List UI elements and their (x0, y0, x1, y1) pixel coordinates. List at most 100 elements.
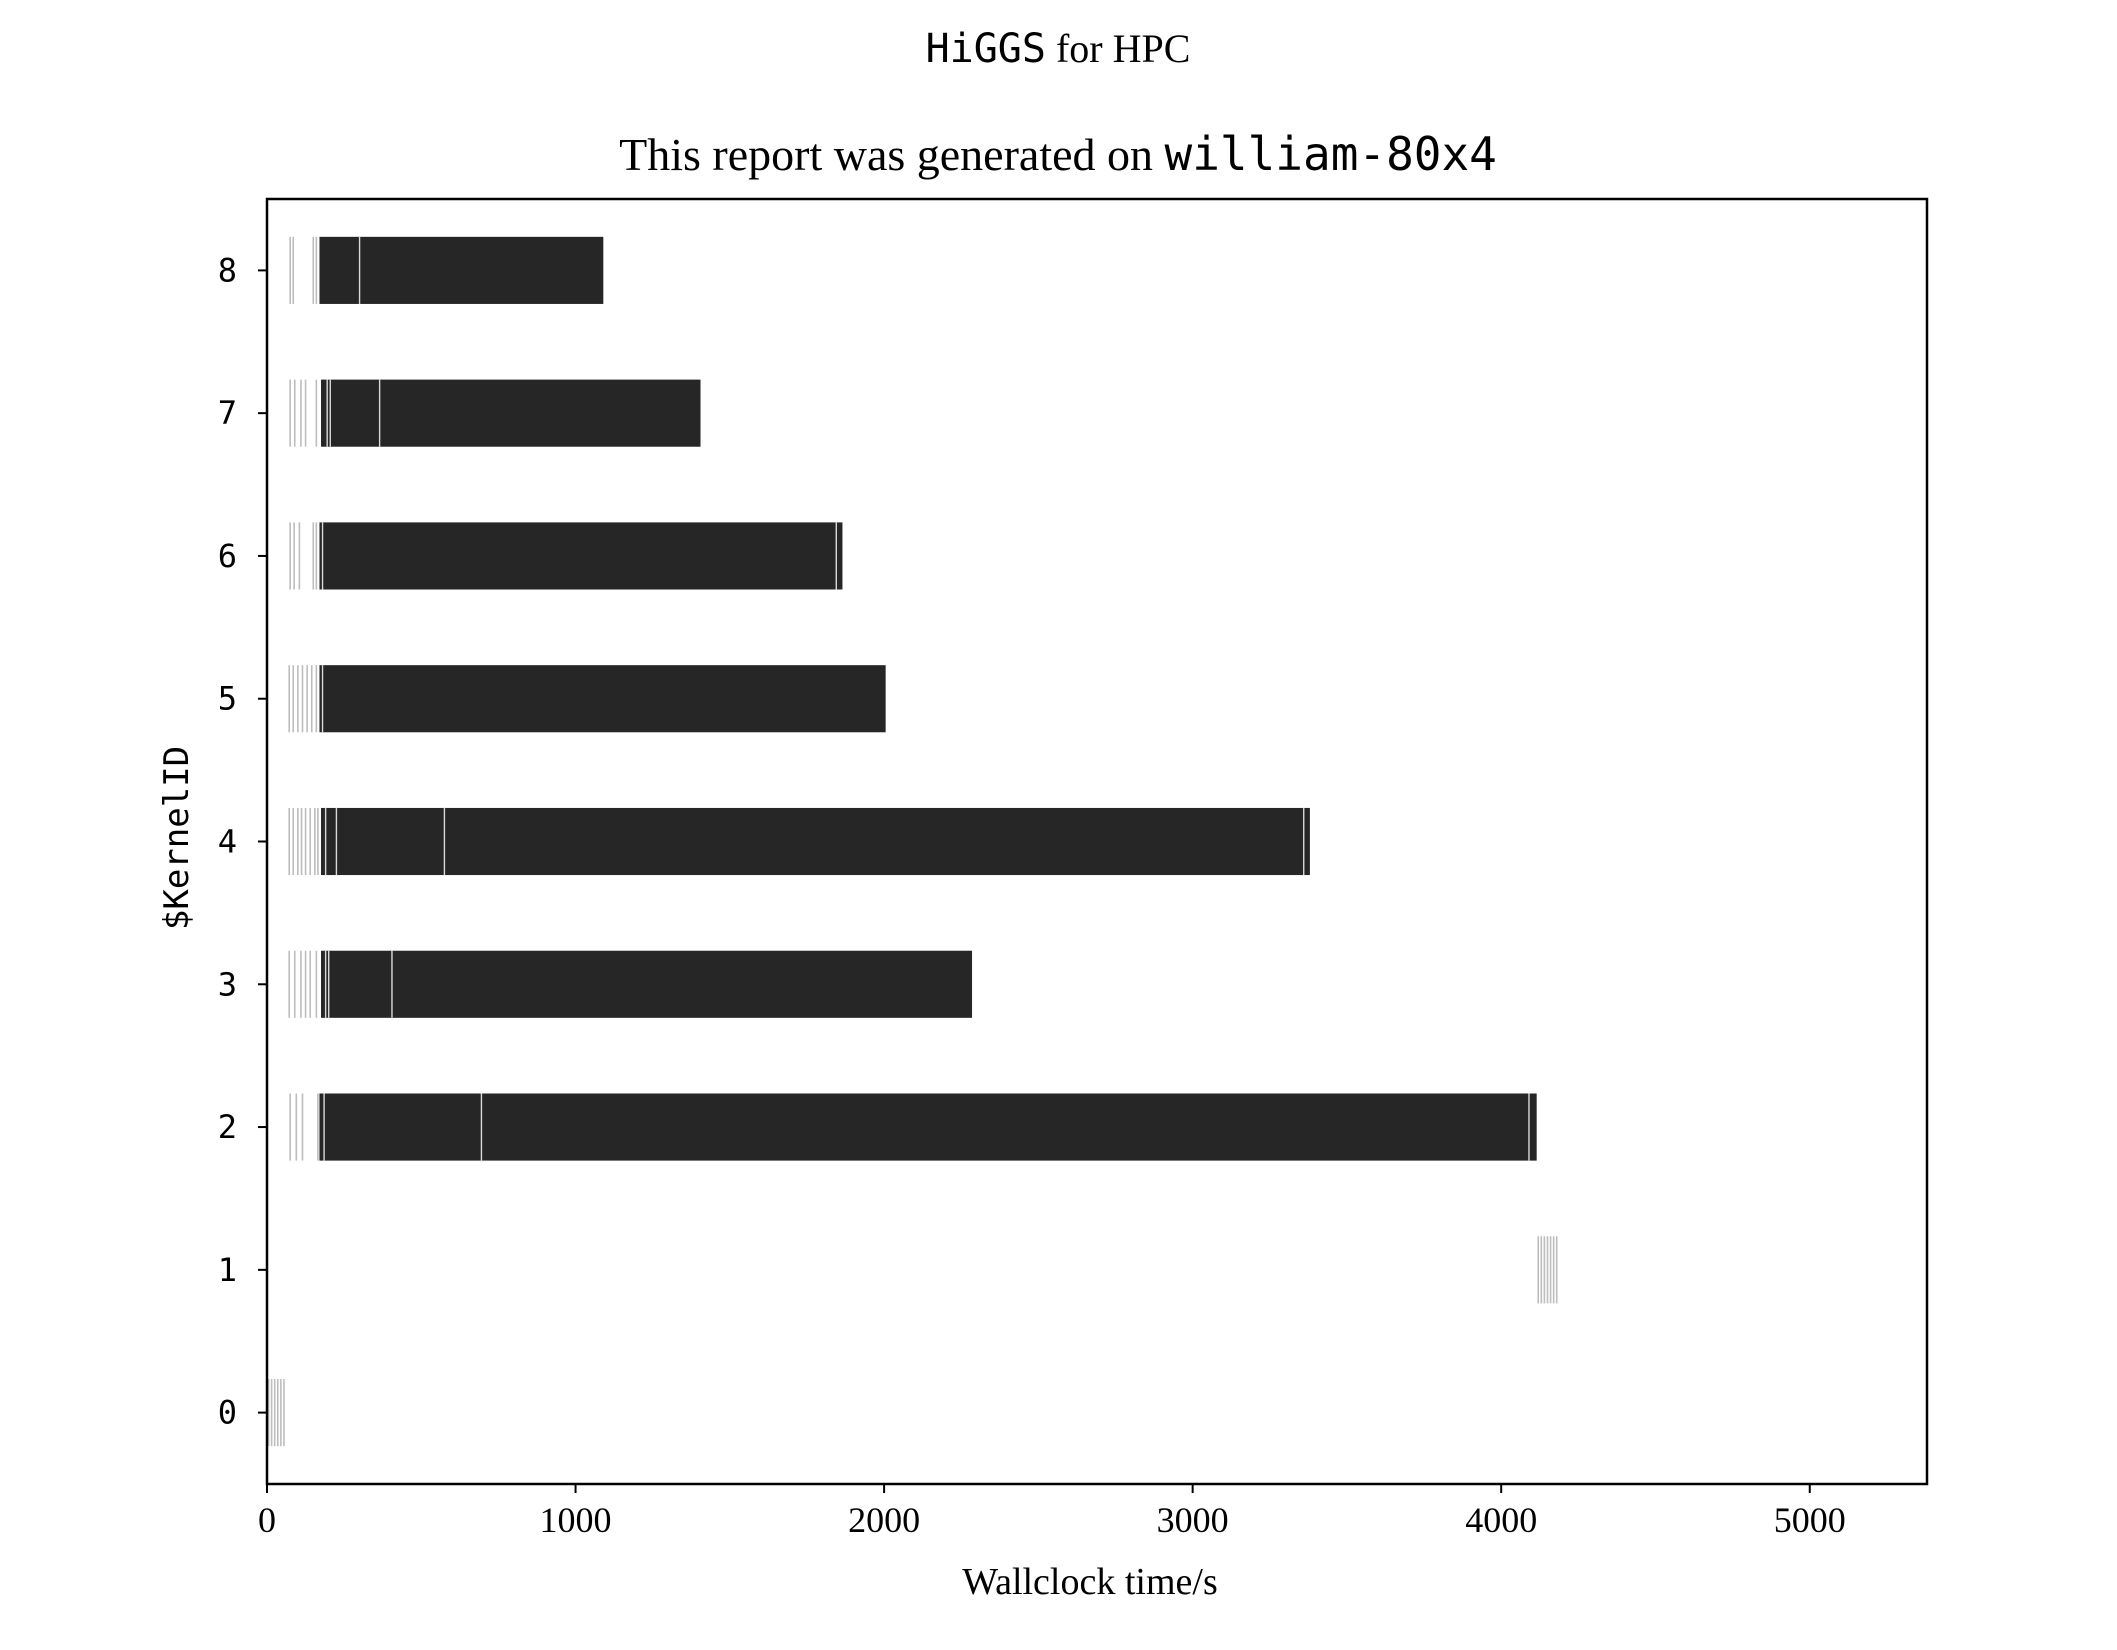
kernel-8-sliver (292, 236, 295, 304)
kernel-1-sliver (1555, 1236, 1558, 1304)
x-tick-label: 4000 (1465, 1500, 1537, 1540)
kernel-3-sliver (293, 950, 296, 1018)
kernel-7-segment-break (329, 379, 331, 447)
chart-subtitle: This report was generated on william-80x… (619, 127, 1497, 181)
x-axis: 0 1000 2000 3000 4000 5000 (258, 1484, 1846, 1540)
kernel-4-sliver (314, 807, 316, 876)
kernel-6-sliver (289, 522, 291, 590)
kernel-7-bar (320, 379, 701, 447)
y-axis-label: $KernelID (157, 746, 197, 930)
x-tick-label: 3000 (1157, 1500, 1229, 1540)
kernel-1-sliver (1540, 1236, 1543, 1304)
kernel-8-sliver (289, 236, 291, 304)
kernel-1-sliver (1552, 1236, 1555, 1304)
kernel-8-sliver (315, 236, 318, 304)
y-tick-label: 4 (218, 823, 237, 861)
kernel-5-sliver (292, 665, 295, 733)
kernel-2-sliver (295, 1093, 298, 1161)
x-tick-label: 2000 (848, 1500, 920, 1540)
y-tick-label: 2 (218, 1108, 237, 1146)
kernel-6-sliver (315, 522, 318, 590)
chart-title-text: for HPC (1046, 26, 1190, 71)
kernel-6-sliver (293, 522, 295, 590)
kernel-7-sliver (304, 379, 307, 447)
kernel-6-bar (319, 522, 843, 590)
kernel-4-segment-break (1303, 807, 1305, 876)
kernel-5-sliver (310, 665, 313, 733)
kernel-3-sliver (288, 950, 291, 1018)
kernel-4-sliver (297, 807, 299, 876)
kernel-4-sliver (317, 807, 319, 876)
x-tick-label: 1000 (540, 1500, 612, 1540)
y-axis: 0 1 2 3 4 5 6 7 8 (218, 251, 267, 1432)
kernel-3-sliver (304, 950, 307, 1018)
kernel-5-segment-break (321, 665, 324, 733)
chart-title-code: HiGGS (926, 26, 1046, 72)
kernel-5-sliver (288, 665, 291, 733)
kernel-7-segment-break (378, 379, 381, 447)
kernel-3-bar (320, 950, 973, 1018)
y-tick-label: 5 (218, 680, 237, 718)
kernel-7-sliver (300, 379, 302, 447)
kernel-2-segment-break (323, 1093, 325, 1161)
kernel-2-segment-break (480, 1093, 483, 1161)
kernel-5-bar (319, 665, 886, 733)
kernel-7-sliver (293, 379, 296, 447)
kernel-4-bar (320, 807, 1310, 876)
kernel-4-segment-break (324, 807, 327, 876)
kernel-6-sliver (312, 522, 315, 590)
y-tick-label: 0 (218, 1394, 237, 1432)
kernel-0-sliver (283, 1379, 285, 1447)
kernel-5-sliver (297, 665, 299, 733)
kernel-5-sliver (306, 665, 308, 733)
y-tick-label: 8 (218, 251, 237, 289)
kernel-2-sliver (301, 1093, 304, 1161)
kernel-8-bar (319, 236, 604, 304)
kernel-0-sliver (273, 1379, 276, 1447)
kernel-3-segment-break (391, 950, 393, 1018)
kernel-1-sliver (1543, 1236, 1546, 1304)
y-tick-label: 1 (218, 1251, 237, 1289)
plot-area (267, 236, 1558, 1447)
kernel-4-segment-break (443, 807, 446, 876)
kernel-4-sliver (300, 807, 303, 876)
kernel-1-sliver (1546, 1236, 1549, 1304)
kernel-4-sliver (304, 807, 307, 876)
chart-subtitle-host: william-80x4 (1165, 127, 1497, 181)
kernel-0-sliver (270, 1379, 273, 1447)
y-tick-label: 7 (218, 394, 237, 432)
chart-subtitle-text: This report was generated on (619, 129, 1164, 180)
kernel-6-segment-break (321, 522, 324, 590)
chart-title: HiGGS for HPC (926, 26, 1191, 72)
kernel-4-segment-break (335, 807, 338, 876)
kernel-4-sliver (309, 807, 311, 876)
kernel-0-sliver (276, 1379, 279, 1447)
kernel-4-sliver (288, 807, 291, 876)
kernel-7-sliver (315, 379, 318, 447)
kernel-3-sliver (309, 950, 311, 1018)
y-tick-label: 6 (218, 537, 237, 575)
y-tick-label: 3 (218, 965, 237, 1003)
x-tick-label: 0 (258, 1500, 276, 1540)
kernel-3-segment-break (328, 950, 330, 1018)
kernel-2-sliver (317, 1093, 319, 1161)
plot-frame (265, 197, 1929, 1486)
kernel-4-sliver (292, 807, 295, 876)
kernel-8-segment-break (358, 236, 361, 304)
x-axis-label: Wallclock time/s (962, 1561, 1217, 1603)
kernel-7-sliver (289, 379, 291, 447)
x-tick-label: 5000 (1774, 1500, 1846, 1540)
kernel-1-sliver (1537, 1236, 1540, 1304)
kernel-3-sliver (300, 950, 302, 1018)
kernel-3-sliver (315, 950, 318, 1018)
kernel-0-sliver (267, 1379, 270, 1447)
kernel-2-bar (319, 1093, 1537, 1161)
kernel-8-sliver (312, 236, 315, 304)
kernel-6-segment-break (835, 522, 837, 590)
kernel-7-segment-break (326, 379, 328, 447)
kernel-1-sliver (1549, 1236, 1552, 1304)
kernel-2-sliver (289, 1093, 291, 1161)
kernel-6-sliver (298, 522, 301, 590)
kernel-3-segment-break (324, 950, 327, 1018)
